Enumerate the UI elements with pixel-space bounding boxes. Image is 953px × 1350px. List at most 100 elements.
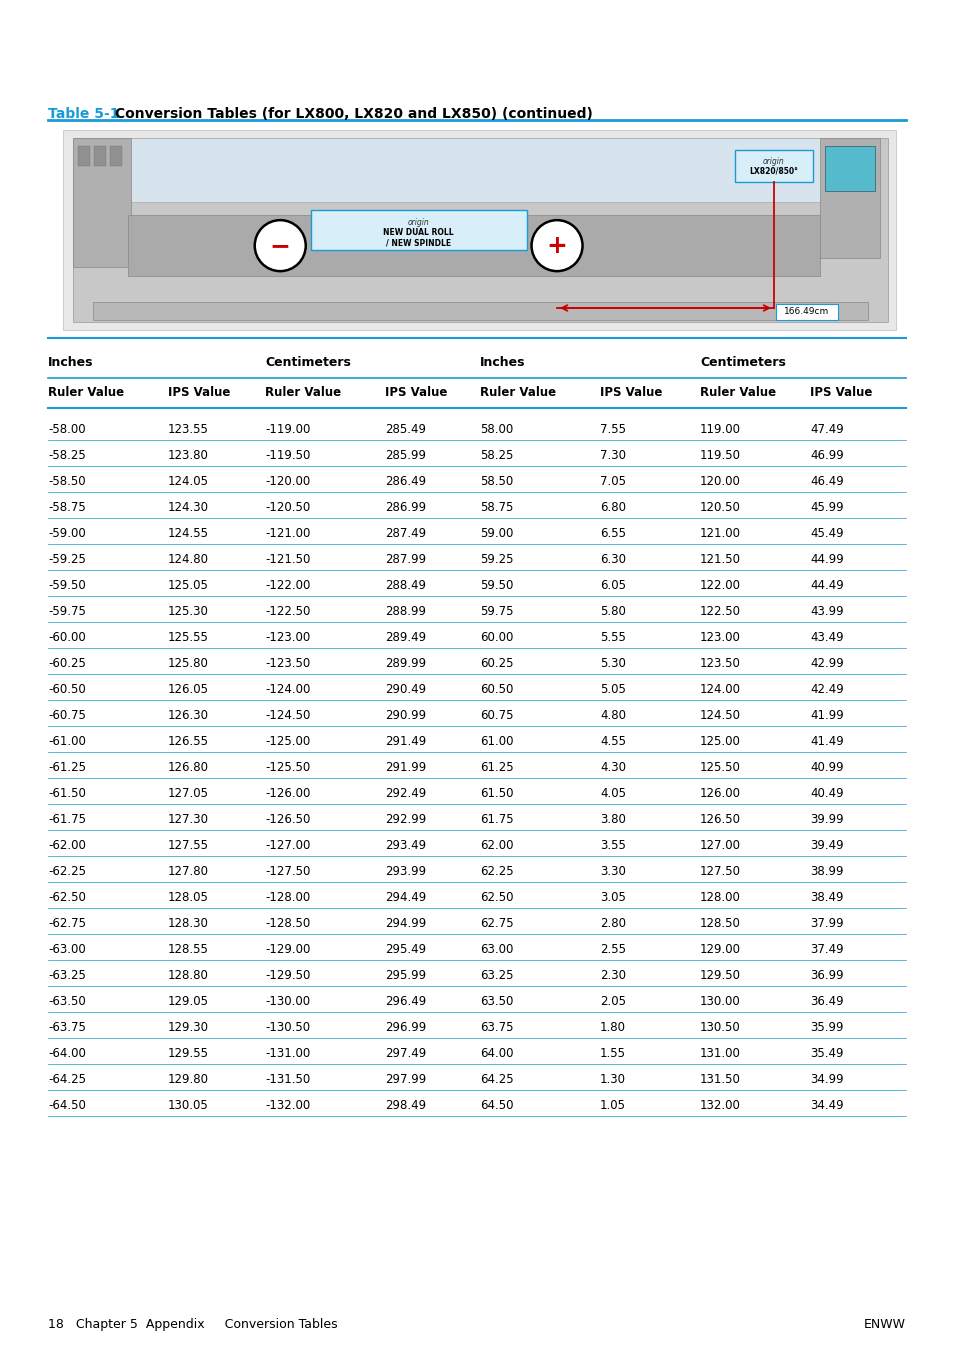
- Text: 125.30: 125.30: [168, 605, 209, 618]
- Text: -126.50: -126.50: [265, 813, 310, 826]
- Text: -61.50: -61.50: [48, 787, 86, 801]
- Text: -60.50: -60.50: [48, 683, 86, 697]
- Text: 60.25: 60.25: [479, 657, 513, 670]
- Text: 127.30: 127.30: [168, 813, 209, 826]
- Text: Ruler Value: Ruler Value: [700, 386, 776, 400]
- Text: -122.00: -122.00: [265, 579, 310, 593]
- Text: -62.25: -62.25: [48, 865, 86, 878]
- Text: −: −: [270, 234, 291, 258]
- Text: 295.99: 295.99: [385, 969, 426, 981]
- Text: 43.49: 43.49: [809, 630, 842, 644]
- Text: 286.99: 286.99: [385, 501, 426, 514]
- Text: 127.80: 127.80: [168, 865, 209, 878]
- Text: 287.49: 287.49: [385, 526, 426, 540]
- Text: LX820/850°: LX820/850°: [749, 167, 798, 176]
- Text: Centimeters: Centimeters: [700, 356, 785, 369]
- Text: 64.00: 64.00: [479, 1048, 513, 1060]
- Text: 298.49: 298.49: [385, 1099, 426, 1112]
- Text: 5.05: 5.05: [599, 683, 625, 697]
- Text: 293.49: 293.49: [385, 840, 426, 852]
- Text: 290.99: 290.99: [385, 709, 426, 722]
- Text: 294.99: 294.99: [385, 917, 426, 930]
- Text: -64.50: -64.50: [48, 1099, 86, 1112]
- Text: 1.05: 1.05: [599, 1099, 625, 1112]
- Text: 61.00: 61.00: [479, 736, 513, 748]
- Text: 4.80: 4.80: [599, 709, 625, 722]
- Text: 129.80: 129.80: [168, 1073, 209, 1087]
- Text: Centimeters: Centimeters: [265, 356, 351, 369]
- Bar: [128, 215, 820, 275]
- Text: -62.00: -62.00: [48, 840, 86, 852]
- Text: 64.25: 64.25: [479, 1073, 513, 1087]
- Text: 120.00: 120.00: [700, 475, 740, 489]
- Text: 291.99: 291.99: [385, 761, 426, 774]
- Text: 62.00: 62.00: [479, 840, 513, 852]
- Text: 129.50: 129.50: [700, 969, 740, 981]
- Text: 1.55: 1.55: [599, 1048, 625, 1060]
- Text: -127.50: -127.50: [265, 865, 310, 878]
- Text: 124.80: 124.80: [168, 554, 209, 566]
- Text: -132.00: -132.00: [265, 1099, 310, 1112]
- Text: 122.50: 122.50: [700, 605, 740, 618]
- Text: 3.55: 3.55: [599, 840, 625, 852]
- Text: 129.05: 129.05: [168, 995, 209, 1008]
- Text: 296.49: 296.49: [385, 995, 426, 1008]
- Text: 36.99: 36.99: [809, 969, 842, 981]
- Text: Ruler Value: Ruler Value: [265, 386, 341, 400]
- Text: -62.50: -62.50: [48, 891, 86, 904]
- Bar: [824, 146, 874, 190]
- Text: -127.00: -127.00: [265, 840, 310, 852]
- Text: -120.50: -120.50: [265, 501, 310, 514]
- Text: -61.00: -61.00: [48, 736, 86, 748]
- Text: 127.55: 127.55: [168, 840, 209, 852]
- Text: 4.05: 4.05: [599, 787, 625, 801]
- Bar: [78, 146, 90, 166]
- Text: 123.55: 123.55: [168, 423, 209, 436]
- Text: 58.25: 58.25: [479, 450, 513, 462]
- Text: 293.99: 293.99: [385, 865, 426, 878]
- Text: -64.25: -64.25: [48, 1073, 86, 1087]
- Text: 127.50: 127.50: [700, 865, 740, 878]
- Circle shape: [254, 220, 305, 271]
- Text: 291.49: 291.49: [385, 736, 426, 748]
- Text: 62.25: 62.25: [479, 865, 513, 878]
- Text: -128.00: -128.00: [265, 891, 310, 904]
- Text: / NEW SPINDLE: / NEW SPINDLE: [386, 239, 451, 247]
- Text: 41.49: 41.49: [809, 736, 842, 748]
- Text: -121.50: -121.50: [265, 554, 310, 566]
- Text: 125.55: 125.55: [168, 630, 209, 644]
- Text: -60.75: -60.75: [48, 709, 86, 722]
- Text: 37.49: 37.49: [809, 944, 842, 956]
- Text: -62.75: -62.75: [48, 917, 86, 930]
- Text: 58.00: 58.00: [479, 423, 513, 436]
- Text: 44.49: 44.49: [809, 579, 842, 593]
- Text: -61.25: -61.25: [48, 761, 86, 774]
- Text: 126.50: 126.50: [700, 813, 740, 826]
- Text: -123.00: -123.00: [265, 630, 310, 644]
- Text: -130.00: -130.00: [265, 995, 310, 1008]
- Text: 2.80: 2.80: [599, 917, 625, 930]
- Text: 61.50: 61.50: [479, 787, 513, 801]
- Text: 18   Chapter 5  Appendix     Conversion Tables: 18 Chapter 5 Appendix Conversion Tables: [48, 1318, 337, 1331]
- Text: 119.50: 119.50: [700, 450, 740, 462]
- Bar: [73, 138, 131, 267]
- Text: 1.80: 1.80: [599, 1021, 625, 1034]
- Text: 289.49: 289.49: [385, 630, 426, 644]
- Text: 63.25: 63.25: [479, 969, 513, 981]
- Text: Inches: Inches: [48, 356, 93, 369]
- Text: -64.00: -64.00: [48, 1048, 86, 1060]
- Text: 128.55: 128.55: [168, 944, 209, 956]
- Text: 35.49: 35.49: [809, 1048, 842, 1060]
- Text: 61.25: 61.25: [479, 761, 513, 774]
- Text: 2.05: 2.05: [599, 995, 625, 1008]
- Text: 129.30: 129.30: [168, 1021, 209, 1034]
- Text: -119.50: -119.50: [265, 450, 310, 462]
- Text: 122.00: 122.00: [700, 579, 740, 593]
- Text: 59.25: 59.25: [479, 554, 513, 566]
- Text: 126.05: 126.05: [168, 683, 209, 697]
- Text: -60.25: -60.25: [48, 657, 86, 670]
- Text: 131.00: 131.00: [700, 1048, 740, 1060]
- Text: 4.55: 4.55: [599, 736, 625, 748]
- Text: 127.05: 127.05: [168, 787, 209, 801]
- Text: 1.30: 1.30: [599, 1073, 625, 1087]
